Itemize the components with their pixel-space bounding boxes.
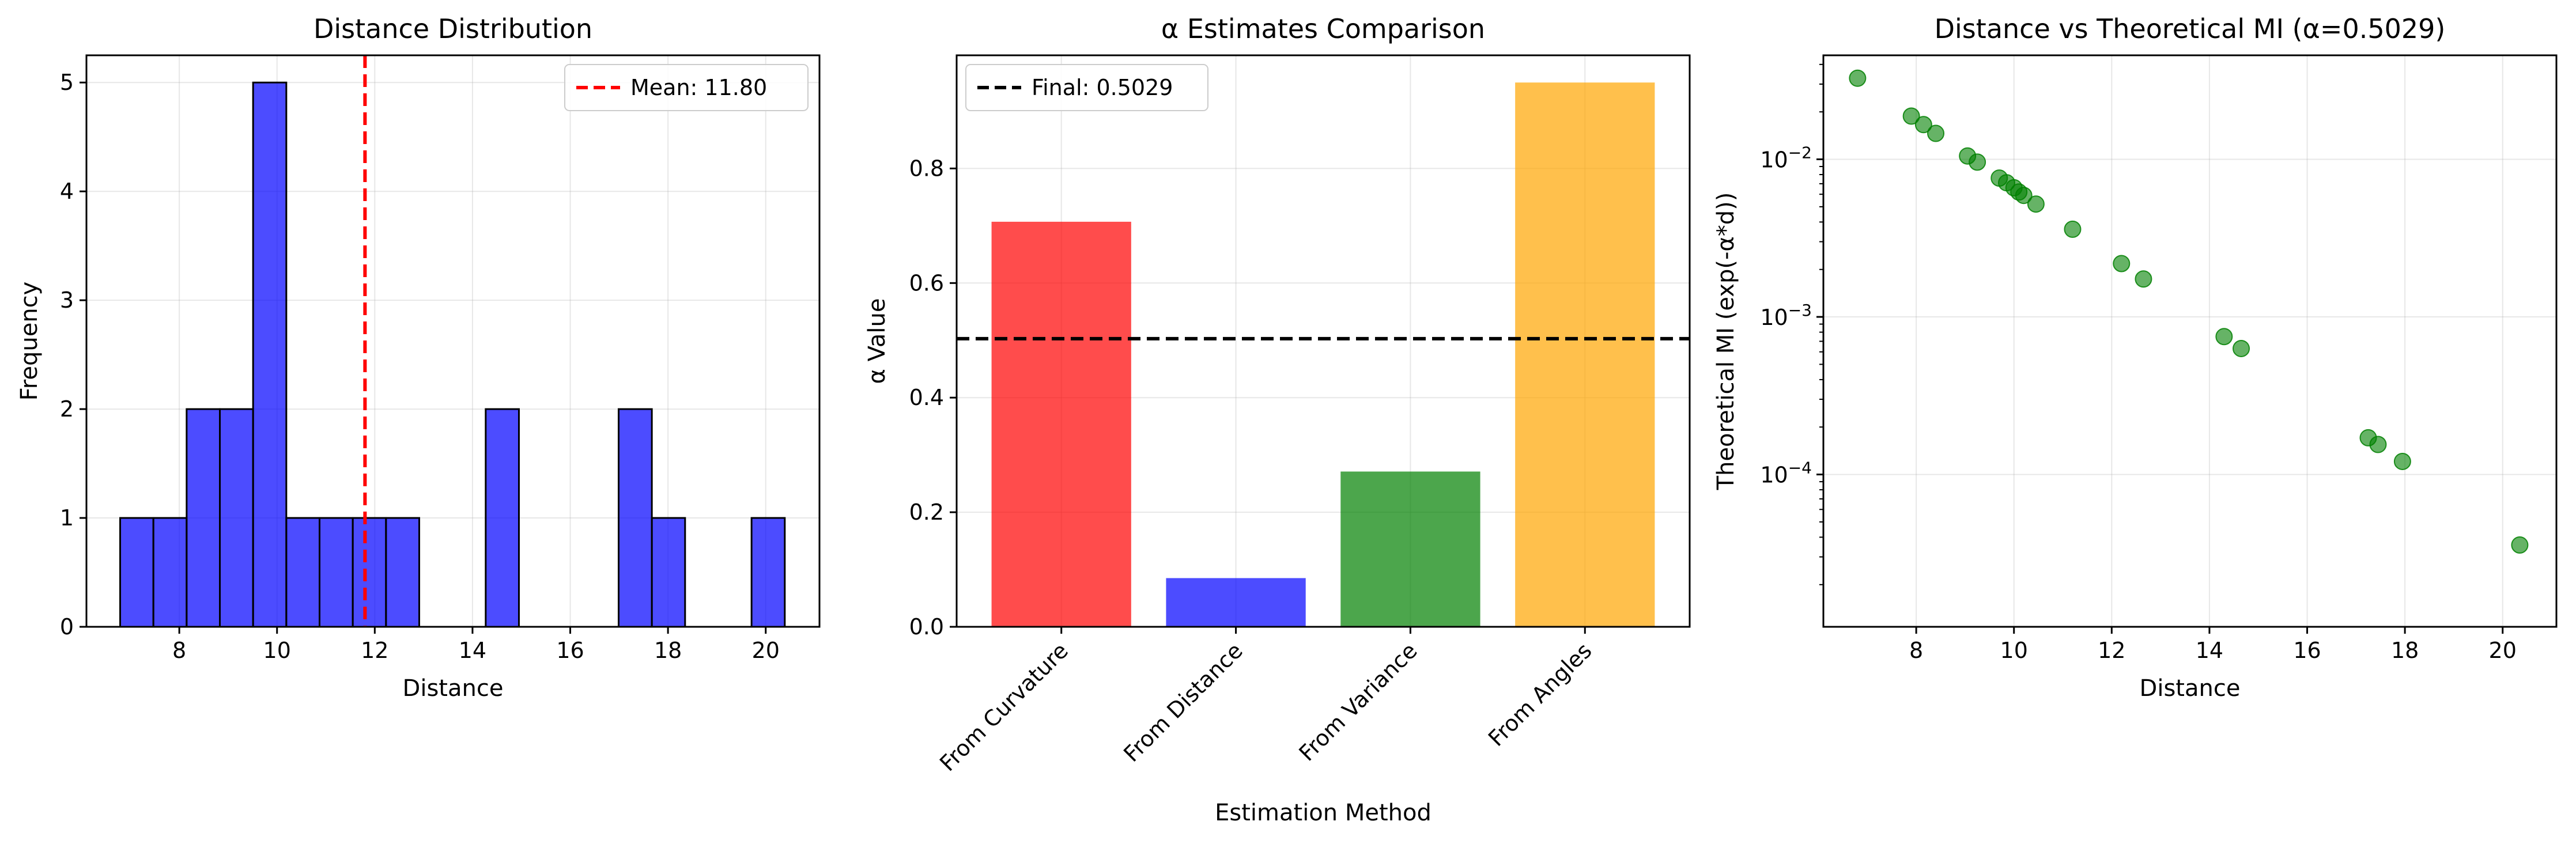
y-axis-label: α Value <box>864 298 890 384</box>
histogram-bar <box>651 517 686 628</box>
y-axis-label: Frequency <box>16 282 43 401</box>
y-tick-label: 5 <box>60 70 74 95</box>
y-tick-label: 0.0 <box>909 614 944 639</box>
axes-frame <box>85 54 821 628</box>
scatter-point <box>2511 536 2529 554</box>
x-tick-label: 16 <box>2293 638 2321 663</box>
y-tick-label: 10−4 <box>1760 459 1812 488</box>
scatter-point <box>2215 328 2233 346</box>
grid <box>1823 55 2556 627</box>
legend-final-label: Final: 0.5029 <box>1032 75 1173 100</box>
legend-box <box>564 64 809 111</box>
histogram-bar <box>285 517 320 628</box>
scatter-point <box>2015 187 2033 205</box>
scatter-point <box>2135 270 2152 288</box>
y-tick-label: 10−3 <box>1760 301 1812 330</box>
bar-from-curvature <box>991 221 1131 627</box>
x-tick-label: 8 <box>172 638 186 663</box>
legend: Mean: 11.80 <box>564 64 809 111</box>
chart-title: Distance Distribution <box>313 13 592 44</box>
y-tick-label: 0.6 <box>909 270 944 296</box>
axes-frame <box>955 54 1691 628</box>
x-tick-label: 20 <box>2489 638 2517 663</box>
x-axis-label: Distance <box>403 675 504 702</box>
x-tick-label: 10 <box>2000 638 2028 663</box>
scatter-point <box>2369 436 2387 453</box>
y-ticks: 10−4 10−3 10−2 <box>1760 63 1823 585</box>
y-tick-label: 10−2 <box>1760 143 1812 173</box>
histogram-bar <box>252 81 288 628</box>
histogram-bar <box>219 408 254 628</box>
bar-from-variance <box>1340 471 1480 627</box>
x-tick-label: 20 <box>752 638 780 663</box>
y-tick-label: 1 <box>60 505 74 531</box>
chart-title: Distance vs Theoretical MI (α=0.5029) <box>1935 13 2446 44</box>
x-tick-label: 18 <box>2391 638 2419 663</box>
x-axis-label: Distance <box>2140 675 2241 702</box>
bar-from-distance <box>1166 578 1306 627</box>
y-ticks: 0.0 0.2 0.4 0.6 0.8 <box>909 156 957 639</box>
y-tick-label: 0.4 <box>909 385 944 410</box>
x-ticks: 8 10 12 14 16 18 20 <box>172 627 780 663</box>
scatter-point <box>1969 153 1986 171</box>
y-tick-label: 4 <box>60 179 74 204</box>
x-tick-label: 12 <box>2098 638 2125 663</box>
legend: Final: 0.5029 <box>965 64 1208 111</box>
legend-box <box>965 64 1208 111</box>
x-tick-label: 14 <box>2196 638 2223 663</box>
scatter-points <box>1849 69 2529 554</box>
y-tick-label: 3 <box>60 287 74 313</box>
histogram-bar <box>152 517 188 628</box>
scatter-point <box>1849 69 1867 87</box>
histogram-bar <box>119 517 154 628</box>
x-axis-label: Estimation Method <box>1215 800 1431 826</box>
x-tick-label: 18 <box>654 638 682 663</box>
y-tick-label: 0.2 <box>909 499 944 525</box>
y-tick-label: 0 <box>60 614 74 639</box>
y-tick-label: 2 <box>60 396 74 422</box>
x-tick-label: 16 <box>556 638 584 663</box>
legend-mean-label: Mean: 11.80 <box>630 75 767 100</box>
histogram-bar <box>352 517 387 628</box>
bar-from-angles <box>1515 82 1655 627</box>
histogram-bar <box>617 408 653 628</box>
histogram-bar <box>186 408 221 628</box>
chart-title: α Estimates Comparison <box>1161 13 1485 44</box>
x-tick-label: 10 <box>263 638 291 663</box>
x-tick-label: 14 <box>459 638 486 663</box>
scatter-point <box>2027 195 2045 213</box>
bars <box>991 82 1655 627</box>
x-tick-label: 8 <box>1909 638 1923 663</box>
y-ticks: 0 1 2 3 4 5 <box>60 70 86 639</box>
scatter-point <box>1914 116 1932 134</box>
scatter-point <box>2393 452 2411 470</box>
histogram-bar <box>385 517 420 628</box>
x-ticks: 8 10 12 14 16 18 20 <box>1909 627 2517 663</box>
scatter-point <box>2233 339 2250 357</box>
scatter-point <box>2064 220 2082 238</box>
y-axis-label: Theoretical MI (exp(-α*d)) <box>1713 192 1739 491</box>
histogram-bar <box>485 408 520 628</box>
scatter-point <box>1927 124 1945 142</box>
y-tick-label: 0.8 <box>909 156 944 181</box>
scatter-point <box>2113 255 2131 272</box>
histogram-bar <box>750 517 786 628</box>
scatter-point <box>1902 107 1920 125</box>
x-tick-label: 12 <box>361 638 388 663</box>
histogram-bar <box>318 517 354 628</box>
histogram-bars <box>119 81 786 628</box>
panel-distance-vs-mi: 8 10 12 14 16 18 20 10−4 10−3 10−2 Distance vs T… <box>1713 13 2558 702</box>
